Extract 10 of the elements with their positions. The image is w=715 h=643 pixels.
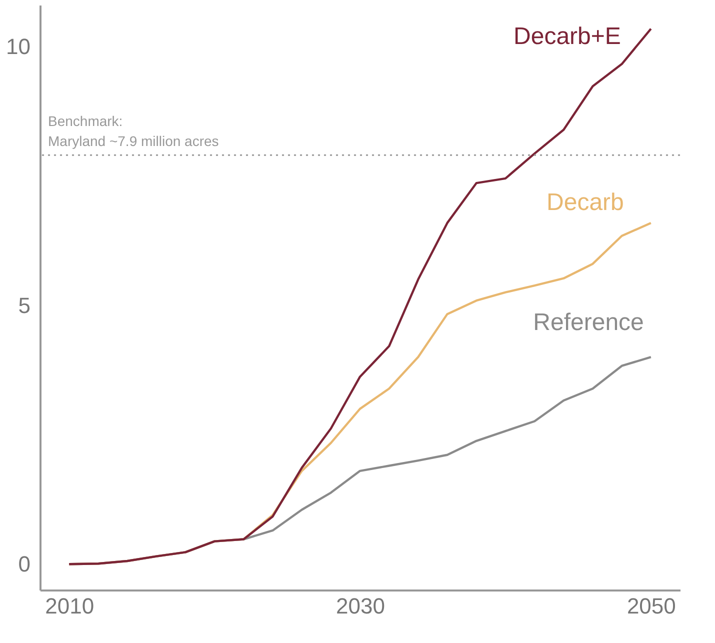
x-tick-label: 2010 <box>45 594 94 618</box>
y-tick-label: 5 <box>18 292 30 318</box>
x-tick-label: 2050 <box>626 594 676 618</box>
series-label: Decarb <box>546 188 624 216</box>
series-label: Reference <box>533 309 644 336</box>
y-tick-label: 0 <box>18 552 30 577</box>
x-tick-label: 2030 <box>336 594 385 618</box>
series-label: Decarb+E <box>514 22 621 50</box>
ref-line-label: Benchmark: Maryland ~7.9 million acres <box>48 113 219 150</box>
y-tick-label: 10 <box>6 34 30 59</box>
